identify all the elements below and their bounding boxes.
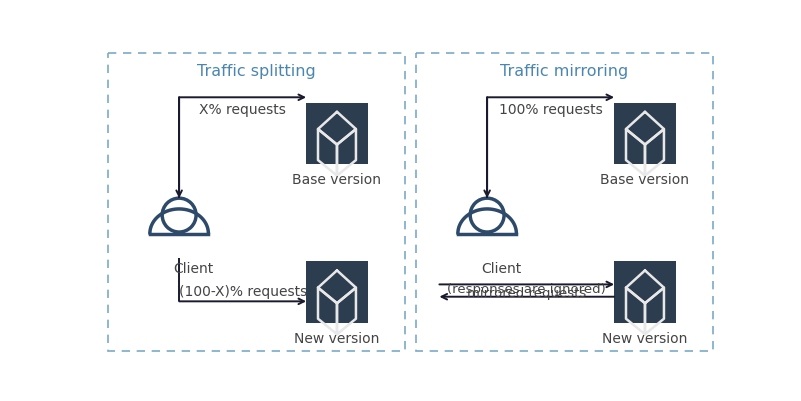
FancyArrowPatch shape	[487, 95, 612, 101]
Text: 100% requests: 100% requests	[499, 103, 602, 117]
Text: New version: New version	[294, 331, 380, 345]
FancyArrowPatch shape	[485, 98, 490, 196]
Text: (responses are ignored): (responses are ignored)	[448, 282, 606, 296]
FancyArrowPatch shape	[179, 95, 304, 101]
Text: mirrored requests: mirrored requests	[467, 286, 586, 299]
Bar	[306, 261, 368, 323]
Text: Base version: Base version	[292, 172, 381, 186]
Bar	[306, 103, 368, 165]
Text: Client: Client	[481, 261, 521, 275]
Text: Traffic splitting: Traffic splitting	[197, 64, 316, 79]
Text: (100-X)% requests: (100-X)% requests	[179, 285, 307, 298]
FancyArrowPatch shape	[179, 299, 304, 304]
Text: Client: Client	[173, 261, 213, 275]
Text: Traffic mirroring: Traffic mirroring	[501, 64, 629, 79]
FancyArrowPatch shape	[176, 98, 182, 196]
Bar	[614, 261, 676, 323]
Bar	[417, 54, 713, 351]
FancyArrowPatch shape	[440, 282, 612, 288]
FancyArrowPatch shape	[441, 294, 614, 300]
Text: New version: New version	[602, 331, 688, 345]
Text: X% requests: X% requests	[199, 103, 286, 117]
Bar	[108, 54, 405, 351]
Text: Base version: Base version	[601, 172, 690, 186]
Bar	[614, 103, 676, 165]
